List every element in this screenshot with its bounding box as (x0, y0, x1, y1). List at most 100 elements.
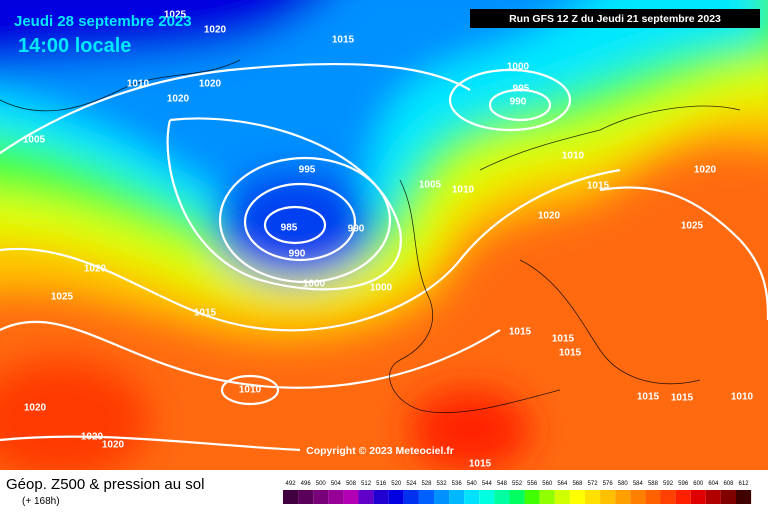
scale-label: 548 (497, 481, 508, 487)
isobar-label: 1000 (507, 62, 530, 73)
scale-swatch (660, 490, 676, 504)
scale-swatch (630, 490, 646, 504)
scale-swatch (720, 490, 736, 504)
scale-swatch (343, 490, 359, 504)
isobar-label: 990 (348, 224, 365, 235)
isobar-label: 1025 (681, 221, 704, 232)
scale-swatch (328, 490, 344, 504)
scale-label: 524 (406, 481, 417, 487)
scale-label: 604 (708, 481, 719, 487)
scale-swatch (283, 490, 299, 504)
scale-swatch (464, 490, 480, 504)
scale-label: 572 (588, 481, 599, 487)
scale-label: 564 (557, 481, 568, 487)
scale-label: 492 (286, 481, 297, 487)
scale-swatch (645, 490, 661, 504)
isobar-label: 1025 (51, 292, 74, 303)
scale-label: 556 (527, 481, 538, 487)
scale-label: 580 (618, 481, 629, 487)
scale-label: 504 (331, 481, 342, 487)
scale-swatch (418, 490, 434, 504)
isobar-label: 1020 (167, 94, 190, 105)
isobar-label: 1020 (84, 264, 107, 275)
scale-label: 500 (316, 481, 327, 487)
scale-swatch (494, 490, 510, 504)
isobar-label: 1015 (637, 392, 660, 403)
scale-swatch (434, 490, 450, 504)
isobar-label: 1015 (552, 334, 575, 345)
scale-label: 612 (739, 481, 750, 487)
isobar-label: 1005 (23, 135, 46, 146)
scale-label: 576 (603, 481, 614, 487)
run-banner (470, 9, 760, 28)
scale-label: 536 (452, 481, 463, 487)
scale-swatch (509, 490, 525, 504)
isobar-label: 1015 (332, 35, 355, 46)
scale-swatch (388, 490, 404, 504)
isobar-label: 1010 (127, 79, 150, 90)
scale-swatch (298, 490, 314, 504)
isobar-label: 1015 (194, 308, 217, 319)
scale-label: 544 (482, 481, 493, 487)
isobar-label: 1025 (164, 10, 187, 21)
scale-swatch (585, 490, 601, 504)
isobar-lines (0, 62, 768, 452)
isobar-label: 1020 (24, 403, 47, 414)
isobar-label: 1010 (562, 151, 585, 162)
isobar-label: 990 (289, 249, 306, 260)
scale-label: 608 (723, 481, 734, 487)
isobar-label: 1000 (303, 279, 326, 290)
isobar-label: 1020 (538, 211, 561, 222)
geopotential-field: 1025102010151010102010201005100099599099… (0, 0, 768, 470)
scale-swatch (736, 490, 752, 504)
isobar-label: 1000 (370, 283, 393, 294)
isobar-label: 1010 (452, 185, 475, 196)
isobar-label: 1015 (559, 348, 582, 359)
scale-label: 560 (542, 481, 553, 487)
scale-swatch (675, 490, 691, 504)
isobar-label: 990 (510, 97, 527, 108)
scale-label: 588 (648, 481, 659, 487)
scale-swatch (569, 490, 585, 504)
scale-swatch (690, 490, 706, 504)
isobar-label: 1015 (469, 459, 492, 470)
scale-label: 516 (376, 481, 387, 487)
isobar-label: 1020 (204, 25, 227, 36)
isobar-label: 1015 (509, 327, 532, 338)
footer-title: Géop. Z500 & pression au sol (6, 476, 204, 493)
isobar-label: 1015 (671, 393, 694, 404)
isobar-label: 995 (513, 84, 530, 95)
isobar-label: 995 (299, 165, 316, 176)
scale-label: 508 (346, 481, 357, 487)
scale-label: 540 (467, 481, 478, 487)
scale-swatch (449, 490, 465, 504)
scale-label: 552 (512, 481, 523, 487)
scale-label: 596 (678, 481, 689, 487)
isobar-label: 1015 (587, 181, 610, 192)
scale-label: 528 (421, 481, 432, 487)
scale-swatch (539, 490, 555, 504)
isobar-label: 1005 (419, 180, 442, 191)
scale-label: 592 (663, 481, 674, 487)
isobar-label: 1010 (731, 392, 754, 403)
scale-swatch (600, 490, 616, 504)
color-scale: 492 496 500 504 508 512 516 520 524 528 532 536 540 5… (283, 481, 752, 504)
scale-swatch (524, 490, 540, 504)
scale-label: 512 (361, 481, 372, 487)
isobar-label: 1020 (102, 440, 125, 451)
coastlines (0, 59, 741, 414)
isobar-label: 1020 (199, 79, 222, 90)
scale-label: 600 (693, 481, 704, 487)
forecast-date: Jeudi 28 septembre 2023 (14, 13, 192, 30)
scale-swatch (615, 490, 631, 504)
scale-label: 532 (437, 481, 448, 487)
isobar-label: 1010 (239, 385, 262, 396)
run-info: Run GFS 12 Z du Jeudi 21 septembre 2023 (509, 13, 721, 25)
scale-label: 568 (572, 481, 583, 487)
footer-lead: (+ 168h) (22, 496, 60, 507)
isobar-label: 985 (281, 223, 298, 234)
isobar-label: 1020 (81, 432, 104, 443)
scale-swatch (358, 490, 374, 504)
